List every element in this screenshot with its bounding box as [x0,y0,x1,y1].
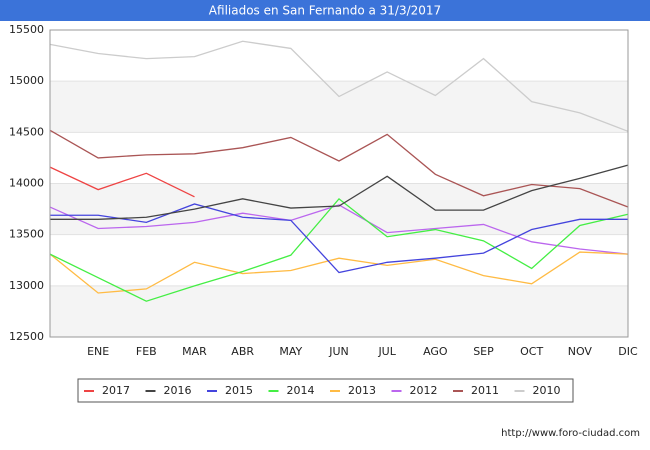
series-line [49,251,629,294]
y-tick-label: 13500 [9,228,44,241]
y-tick-label: 15000 [9,74,44,87]
series-line [49,129,629,208]
series-line [50,164,629,220]
legend-label: 2010 [533,384,561,397]
band [50,81,628,133]
footer: http://www.foro-ciudad.com [501,428,640,439]
y-tick-label: 12500 [9,330,44,343]
legend-label: 2015 [225,384,253,397]
legend-label: 2017 [102,384,130,397]
series-line [49,40,629,132]
series-line [49,166,195,198]
x-tick-label: OCT [520,345,543,358]
series-line [49,197,629,302]
legend: 2017 2016 2015 2014 2013 2012 2011 2010 [84,384,561,397]
x-tick-label: DIC [618,345,638,358]
plot-border [49,29,629,338]
series-line [50,203,628,274]
x-tick-label: MAY [279,345,302,358]
y-tick-label: 13000 [9,279,44,292]
x-tick-label: ENE [87,345,109,358]
x-tick-label: AGO [423,345,448,358]
x-tick-label: SEP [473,345,494,358]
legend-label: 2012 [410,384,438,397]
band [50,285,628,337]
x-tick-label: JUN [328,345,349,358]
legend-box [77,378,574,403]
title-bar [0,0,650,21]
legend-label: 2013 [348,384,376,397]
y-tick-label: 15500 [9,23,44,36]
x-tick-label: FEB [136,345,157,358]
legend-label: 2011 [471,384,499,397]
plot-area: 12500 13000 13500 14000 14500 15000 15500 ENE FE… [9,23,638,358]
series-line [49,204,629,255]
legend-label: 2016 [164,384,192,397]
x-tick-label: ABR [231,345,254,358]
y-tick-label: 14500 [9,125,44,138]
legend-label: 2014 [287,384,315,397]
x-tick-label: MAR [182,345,207,358]
y-tick-label: 14000 [9,177,44,190]
x-tick-label: NOV [568,345,593,358]
chart-title: Afiliados en San Fernando a 31/3/2017 [209,4,441,18]
x-tick-label: JUL [377,345,396,358]
